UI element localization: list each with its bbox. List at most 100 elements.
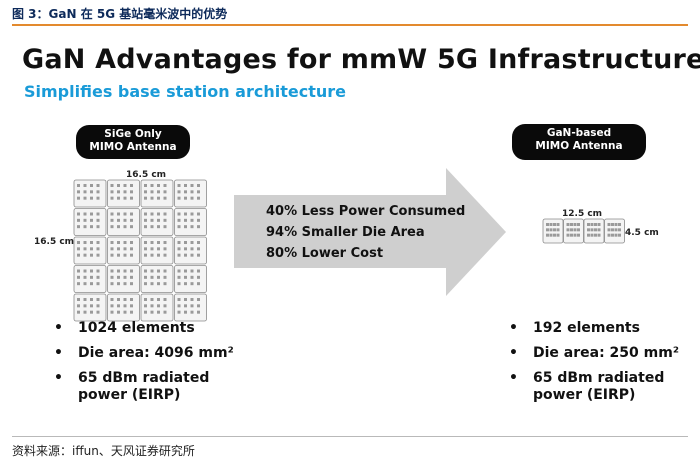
sige-antenna-grid [73, 179, 207, 322]
antenna-element [123, 310, 127, 314]
antenna-element [546, 223, 549, 226]
antenna-element [556, 223, 560, 226]
antenna-element [611, 233, 614, 237]
antenna-element [123, 218, 127, 222]
antenna-element [110, 304, 114, 308]
antenna-element [556, 228, 560, 232]
antenna-element [83, 253, 87, 257]
antenna-element [130, 275, 133, 279]
antenna-element [144, 298, 147, 301]
antenna-element [177, 196, 181, 200]
antenna-element [197, 253, 200, 257]
arrow-line-die-area: 94% Smaller Die Area [266, 225, 425, 240]
antenna-element [618, 223, 621, 226]
antenna-element [123, 253, 127, 257]
antenna-element [77, 212, 80, 216]
antenna-element [190, 253, 194, 257]
antenna-element [197, 310, 200, 314]
antenna-element [177, 212, 181, 216]
antenna-element [590, 228, 594, 232]
antenna-element [190, 310, 194, 314]
antenna-element [594, 228, 597, 232]
antenna-element [184, 218, 187, 222]
antenna-element [77, 196, 80, 200]
antenna-element [110, 310, 114, 314]
antenna-element [190, 269, 194, 273]
antenna-element [614, 223, 618, 226]
antenna-element [110, 190, 114, 194]
antenna-element [157, 196, 160, 200]
antenna-element [83, 247, 87, 251]
antenna-element [83, 196, 87, 200]
antenna-element [144, 241, 147, 244]
antenna-element [197, 218, 200, 222]
antenna-element [573, 228, 577, 232]
antenna-element [163, 196, 167, 200]
arrow-line-power: 40% Less Power Consumed [266, 204, 466, 219]
antenna-element [597, 223, 601, 226]
antenna-element [184, 253, 187, 257]
antenna-element [157, 190, 160, 194]
antenna-element [190, 247, 194, 251]
antenna-element [117, 225, 120, 229]
antenna-element [77, 282, 80, 286]
gan-label-line2: MIMO Antenna [535, 140, 623, 152]
comparison-arrow [234, 168, 506, 296]
antenna-element [130, 298, 133, 301]
antenna-element [83, 184, 87, 187]
antenna-element [163, 310, 167, 314]
antenna-element [150, 269, 154, 273]
antenna-element [566, 233, 570, 237]
antenna-element [130, 304, 133, 308]
sige-bullet-list: 1024 elements Die area: 4096 mm² 65 dBm … [50, 320, 270, 404]
antenna-element [184, 275, 187, 279]
antenna-element [83, 241, 87, 244]
figure-caption: 图 3：GaN 在 5G 基站毫米波中的优势 [12, 4, 688, 26]
antenna-element [117, 275, 120, 279]
antenna-element [144, 269, 147, 273]
antenna-element [607, 223, 611, 226]
antenna-element [190, 196, 194, 200]
antenna-element [197, 190, 200, 194]
antenna-element [110, 253, 114, 257]
antenna-element [117, 241, 120, 244]
antenna-element [157, 212, 160, 216]
antenna-element [77, 310, 80, 314]
antenna-element [190, 282, 194, 286]
antenna-element [77, 269, 80, 273]
sige-bullet-eirp-line1: 65 dBm radiated [78, 370, 210, 386]
antenna-element [90, 212, 93, 216]
antenna-element [123, 184, 127, 187]
antenna-element [190, 184, 194, 187]
antenna-element [77, 218, 80, 222]
antenna-element [177, 253, 181, 257]
antenna-element [117, 253, 120, 257]
antenna-element [163, 298, 167, 301]
antenna-element [577, 233, 580, 237]
antenna-element [77, 225, 80, 229]
antenna-element [144, 247, 147, 251]
antenna-element [77, 190, 80, 194]
gan-bullet-list: 192 elements Die area: 250 mm² 65 dBm ra… [505, 320, 695, 404]
antenna-element [96, 196, 100, 200]
antenna-element [83, 282, 87, 286]
antenna-element [117, 269, 120, 273]
antenna-element [90, 190, 93, 194]
antenna-element [157, 275, 160, 279]
antenna-element [90, 269, 93, 273]
antenna-element [184, 282, 187, 286]
antenna-element [190, 225, 194, 229]
antenna-element [549, 228, 553, 232]
antenna-element [184, 298, 187, 301]
gan-bullet-eirp-line2: power (EIRP) [533, 387, 636, 403]
antenna-element [77, 241, 80, 244]
antenna-element [83, 225, 87, 229]
antenna-element [110, 212, 114, 216]
antenna-element [566, 228, 570, 232]
antenna-element [144, 190, 147, 194]
antenna-element [177, 269, 181, 273]
antenna-element [144, 253, 147, 257]
gan-bullet-elements: 192 elements [505, 320, 695, 337]
antenna-element [163, 275, 167, 279]
antenna-element [77, 253, 80, 257]
